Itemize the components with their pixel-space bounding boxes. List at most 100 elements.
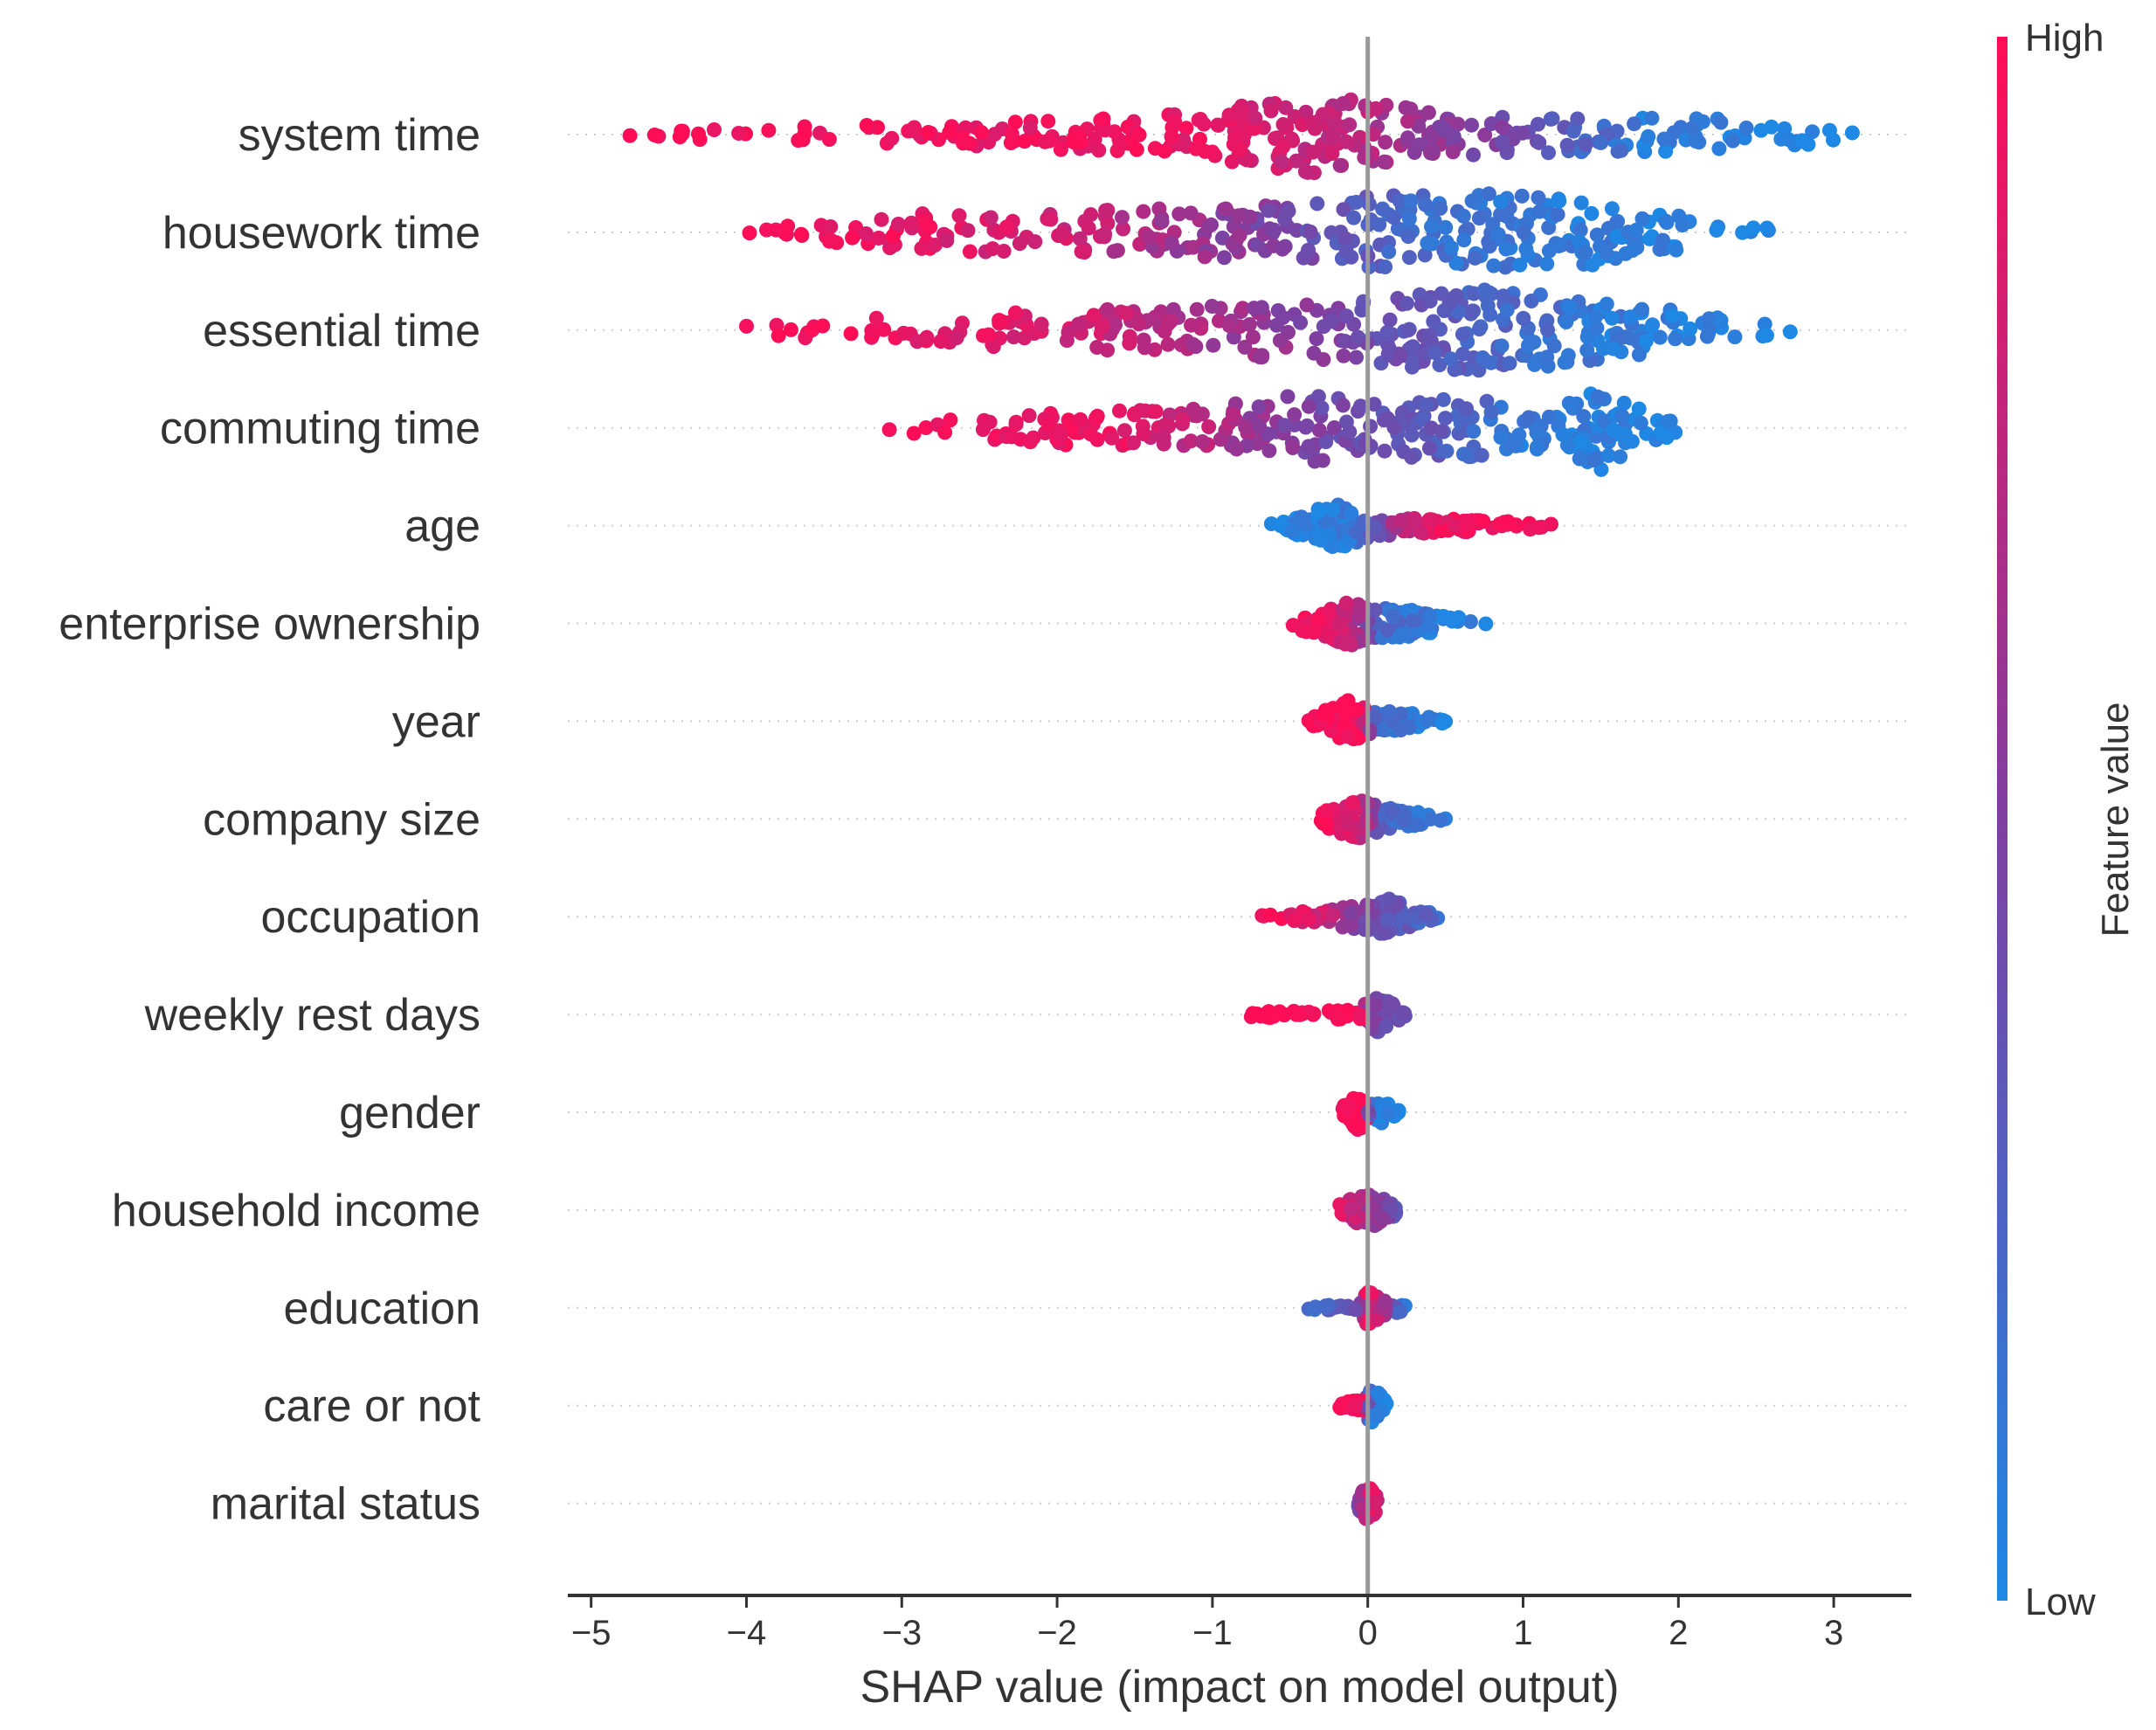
- feature-label: essential time: [203, 306, 480, 356]
- feature-label: age: [404, 502, 480, 552]
- shap-dot: [1438, 411, 1453, 426]
- shap-dot: [1338, 595, 1354, 611]
- beeswarm-dots: [622, 92, 1860, 1526]
- shap-dot: [1713, 313, 1729, 329]
- shap-dot: [895, 325, 911, 341]
- shap-dot: [1418, 906, 1434, 922]
- shap-dot: [1622, 309, 1638, 325]
- feature-label: care or not: [263, 1381, 480, 1432]
- shap-dot: [1201, 419, 1217, 434]
- shap-dot: [1237, 339, 1253, 355]
- shap-dot: [1216, 250, 1232, 266]
- x-tick-label: 0: [1358, 1614, 1378, 1652]
- shap-dot: [1757, 316, 1772, 332]
- shap-dot: [939, 232, 955, 248]
- shap-dot: [890, 217, 906, 232]
- shap-dot: [1475, 350, 1490, 365]
- shap-dot: [1794, 133, 1810, 149]
- shap-dot: [1493, 194, 1509, 210]
- shap-dot: [1664, 308, 1680, 323]
- shap-dot: [1303, 225, 1318, 239]
- shap-dot: [1372, 217, 1387, 232]
- shap-dot: [1218, 201, 1233, 217]
- shap-dot: [1100, 343, 1116, 358]
- shap-dot: [1343, 905, 1358, 921]
- shap-dot: [1498, 241, 1514, 257]
- shap-dot: [1404, 352, 1420, 368]
- shap-dot: [1419, 713, 1434, 729]
- shap-dot: [1524, 336, 1539, 351]
- shap-dot: [1287, 913, 1302, 929]
- shap-dot: [1098, 203, 1114, 218]
- feature-label: company size: [203, 794, 480, 845]
- shap-dot: [942, 125, 957, 141]
- shap-dot: [1061, 324, 1076, 340]
- shap-dot: [1515, 125, 1531, 141]
- shap-dot: [1434, 120, 1450, 135]
- shap-dot: [1370, 1406, 1386, 1422]
- shap-dot: [1669, 242, 1684, 258]
- shap-dot: [1422, 294, 1438, 308]
- shap-dot: [874, 211, 889, 227]
- shap-dot: [1324, 314, 1340, 329]
- shap-dot: [1325, 502, 1341, 517]
- shap-dot: [1346, 210, 1362, 225]
- shap-dot: [1589, 320, 1605, 336]
- shap-dot: [1022, 121, 1038, 135]
- shap-dot: [1192, 112, 1208, 127]
- shap-dot: [1471, 211, 1487, 226]
- shap-dot: [1278, 100, 1294, 115]
- shap-dot: [1008, 305, 1023, 321]
- shap-dot: [1759, 220, 1775, 236]
- shap-dot: [1384, 804, 1399, 820]
- shap-dot: [1379, 324, 1395, 340]
- shap-dot: [1204, 217, 1219, 232]
- shap-dot: [1309, 331, 1324, 347]
- shap-dot: [1353, 398, 1368, 414]
- shap-dot: [1301, 439, 1316, 454]
- shap-dot: [793, 226, 809, 242]
- shap-dot: [1417, 247, 1433, 263]
- shap-dot: [691, 126, 706, 142]
- shap-dot: [1247, 301, 1261, 316]
- shap-dot: [1404, 449, 1420, 465]
- shap-dot: [1284, 523, 1300, 539]
- shap-dot: [1711, 141, 1727, 156]
- shap-dot: [1572, 451, 1587, 467]
- shap-dot: [1366, 397, 1382, 412]
- shap-dot: [1509, 438, 1524, 453]
- shap-dot: [1141, 229, 1157, 245]
- shap-dot: [1702, 311, 1717, 327]
- shap-dot: [1652, 329, 1668, 345]
- shap-dot: [1466, 147, 1481, 163]
- shap-dot: [918, 420, 934, 435]
- shap-dot: [1655, 232, 1671, 248]
- shap-dot: [903, 215, 919, 231]
- shap-dot: [1026, 430, 1041, 446]
- shap-dot: [1500, 514, 1516, 529]
- shap-dot: [1424, 420, 1439, 436]
- shap-dot: [1759, 328, 1774, 343]
- shap-dot: [1376, 412, 1392, 428]
- shap-dot: [1379, 1019, 1394, 1035]
- shap-dot: [1486, 258, 1502, 273]
- shap-dot: [1330, 1007, 1345, 1023]
- shap-dot: [1445, 144, 1461, 160]
- shap-dot: [1555, 427, 1571, 442]
- feature-label: commuting time: [160, 404, 480, 454]
- shap-dot: [1366, 519, 1382, 535]
- shap-dot: [1318, 434, 1334, 450]
- shap-dot: [1521, 410, 1537, 426]
- shap-dot: [921, 125, 936, 140]
- shap-dot: [1315, 107, 1330, 122]
- shap-dot: [1385, 996, 1400, 1012]
- shap-dot: [1343, 635, 1358, 651]
- shap-dot: [1600, 447, 1616, 463]
- shap-dot: [1363, 419, 1379, 434]
- shap-dot: [1541, 243, 1557, 259]
- shap-dot: [985, 339, 1001, 355]
- shap-dot: [1053, 427, 1068, 442]
- shap-dot: [1559, 137, 1575, 153]
- shap-dot: [1579, 343, 1595, 358]
- shap-dot: [1709, 223, 1724, 238]
